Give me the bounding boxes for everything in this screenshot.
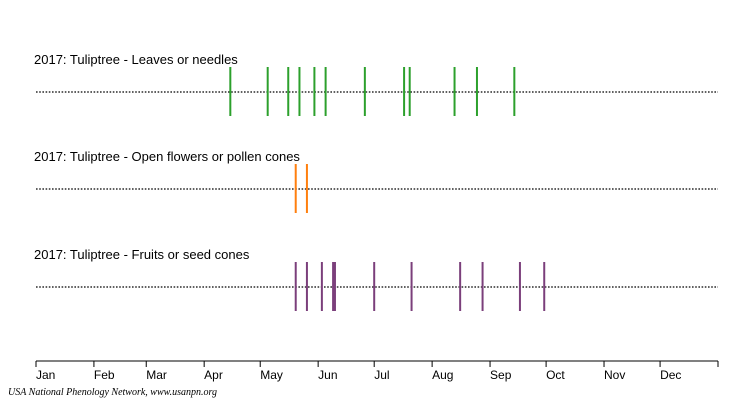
x-tick-label: Aug: [432, 368, 453, 382]
x-tick-label: Jul: [374, 368, 389, 382]
x-tick-label: Jun: [318, 368, 337, 382]
x-tick-label: May: [260, 368, 283, 382]
x-tick-label: Sep: [490, 368, 512, 382]
timeline-row: 2017: Tuliptree - Open flowers or pollen…: [34, 149, 718, 213]
x-tick-label: Apr: [204, 368, 223, 382]
timeline-row: 2017: Tuliptree - Leaves or needles: [34, 52, 718, 116]
x-tick-label: Feb: [94, 368, 115, 382]
row-label: 2017: Tuliptree - Open flowers or pollen…: [34, 149, 300, 164]
row-label: 2017: Tuliptree - Leaves or needles: [34, 52, 238, 67]
x-axis: Jan Feb Mar Apr May Jun Jul Aug Sep Oct Nov Dec: [35, 360, 719, 382]
attribution-text: USA National Phenology Network, www.usan…: [8, 387, 217, 398]
x-tick-label: Mar: [146, 368, 167, 382]
timeline-row: 2017: Tuliptree - Fruits or seed cones: [34, 247, 718, 311]
rows-layer: 2017: Tuliptree - Leaves or needles 2017:…: [34, 52, 718, 311]
x-tick-label: Nov: [604, 368, 625, 382]
x-tick-label: Oct: [546, 368, 565, 382]
x-tick-label: Jan: [36, 368, 55, 382]
x-tick-label: Dec: [660, 368, 681, 382]
row-label: 2017: Tuliptree - Fruits or seed cones: [34, 247, 250, 262]
